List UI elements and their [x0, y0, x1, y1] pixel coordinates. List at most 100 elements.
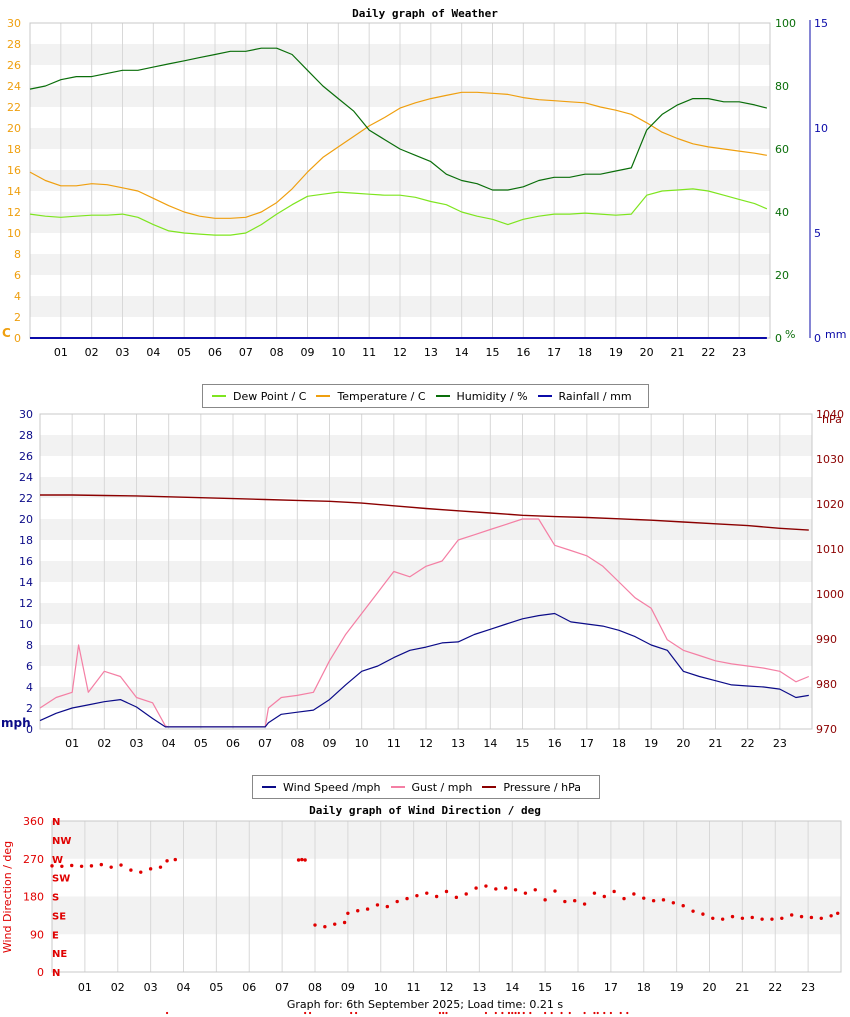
chart1-left-tick: 6 [14, 269, 21, 282]
chart1-left-tick: 22 [7, 101, 21, 114]
wind-direction-point-calm [511, 1011, 514, 1015]
chart3-x-tick: 21 [735, 981, 749, 994]
wind-direction-point-calm [560, 1011, 563, 1015]
chart3-x-tick: 02 [111, 981, 125, 994]
chart2-pressure-tick: 1000 [816, 588, 844, 601]
chart3-deg-tick: 360 [23, 815, 44, 828]
legend-wind: Wind Speed /mph Gust / mph Pressure / hP… [252, 775, 600, 799]
chart3-compass-label: W [52, 855, 63, 866]
chart2-left-tick: 30 [19, 408, 33, 421]
chart3-x-tick: 16 [571, 981, 585, 994]
chart1-rain-tick: 15 [814, 17, 828, 30]
chart2-x-tick: 06 [226, 737, 240, 750]
series-temperature-line [29, 91, 768, 219]
chart1-left-tick: 0 [14, 332, 21, 345]
wind-direction-point [70, 863, 74, 868]
wind-direction-point [720, 917, 725, 921]
wind-direction-point [661, 898, 666, 902]
chart3-compass-label: N [52, 817, 60, 828]
chart1-x-tick: 19 [609, 346, 623, 359]
chart3-deg-tick: 90 [30, 928, 44, 941]
chart2-left-unit: mph [1, 716, 31, 730]
chart2-left-tick: 26 [19, 450, 33, 463]
wind-speed-swatch [262, 786, 276, 788]
wind-direction-point [750, 915, 754, 920]
chart2-x-tick: 15 [516, 737, 530, 750]
wind-direction-point-calm [507, 1011, 511, 1015]
wind-direction-point [770, 917, 774, 921]
legend-label-gust: Gust / mph [411, 780, 473, 794]
chart2-left-tick: 20 [19, 513, 33, 526]
chart1-x-tick: 21 [671, 346, 685, 359]
wind-direction-point [760, 917, 764, 921]
chart1-left-unit: C [2, 326, 11, 340]
wind-direction-point-calm [165, 1011, 169, 1015]
wind-direction-point [809, 915, 814, 920]
wind-direction-point [109, 865, 113, 869]
chart2-left-tick: 28 [19, 429, 33, 442]
wind-direction-point [303, 858, 307, 862]
chart2-x-tick: 10 [355, 737, 369, 750]
chart3-x-tick: 05 [209, 981, 223, 994]
series-pressure-line [40, 494, 809, 531]
chart3-x-tick: 11 [407, 981, 421, 994]
wind-direction-point [60, 864, 64, 868]
wind-direction-point [415, 893, 419, 898]
chart1-left-tick: 30 [7, 17, 21, 30]
chart2-x-tick: 22 [741, 737, 755, 750]
wind-direction-point-calm [619, 1011, 622, 1015]
wind-direction-point [484, 884, 488, 888]
legend-weather: Dew Point / C Temperature / C Humidity /… [202, 384, 649, 408]
chart2-pressure-tick: 1030 [816, 453, 844, 466]
chart2-left-tick: 8 [26, 639, 33, 652]
legend-item-wind-speed: Wind Speed /mph [262, 781, 381, 794]
wind-direction-point-calm [626, 1011, 629, 1015]
wind-direction-point [691, 909, 695, 913]
chart1-x-tick: 04 [146, 346, 160, 359]
wind-direction-point [79, 864, 84, 868]
wind-direction-point [139, 870, 143, 874]
wind-direction-point [385, 904, 390, 909]
wind-direction-point [365, 907, 370, 911]
chart2-x-tick: 14 [483, 737, 497, 750]
wind-direction-point [836, 911, 840, 915]
legend-item-dew-point: Dew Point / C [212, 390, 306, 403]
chart2-left-tick: 24 [19, 471, 33, 484]
wind-direction-point [173, 857, 177, 862]
chart2-pressure-unit: hPa [822, 413, 842, 426]
wind-direction-point [602, 894, 606, 899]
chart2-x-tick: 23 [773, 737, 787, 750]
legend-item-pressure: Pressure / hPa [482, 781, 581, 794]
chart2-x-tick: 20 [676, 737, 690, 750]
chart1-left-tick: 26 [7, 59, 21, 72]
wind-direction-point-calm [596, 1011, 599, 1015]
chart3-y-label: Wind Direction / deg [1, 841, 14, 953]
chart1-x-tick: 06 [208, 346, 222, 359]
wind-direction-point [342, 920, 347, 925]
wind-direction-point [99, 862, 104, 867]
wind-direction-point [592, 891, 597, 895]
footer-status: Graph for: 6th September 2025; Load time… [286, 998, 564, 1011]
wind-direction-point-calm [550, 1011, 553, 1015]
wind-direction-point-calm [484, 1011, 488, 1015]
chart2-x-tick: 09 [323, 737, 337, 750]
wind-direction-point [405, 896, 409, 901]
chart1-left-tick: 18 [7, 143, 21, 156]
legend-label-rainfall: Rainfall / mm [558, 389, 632, 403]
series-humidity-line [29, 47, 768, 191]
chart1-x-tick: 13 [424, 346, 438, 359]
wind-direction-point [642, 896, 646, 900]
chart1-x-tick: 16 [516, 346, 530, 359]
wind-direction-point-calm [529, 1011, 532, 1015]
temperature-swatch [316, 395, 331, 397]
chart1-x-tick: 11 [362, 346, 376, 359]
chart1-x-tick: 14 [455, 346, 469, 359]
chart2-x-tick: 02 [97, 737, 111, 750]
wind-direction-point [313, 923, 317, 927]
chart1-rain-tick: 0 [814, 332, 821, 345]
chart2-left-tick: 6 [26, 660, 33, 673]
wind-direction-point [819, 916, 823, 921]
wind-direction-point-calm [445, 1011, 448, 1015]
chart1-humidity-tick: 100 [775, 17, 796, 30]
chart1-humidity-unit: % [785, 328, 795, 341]
